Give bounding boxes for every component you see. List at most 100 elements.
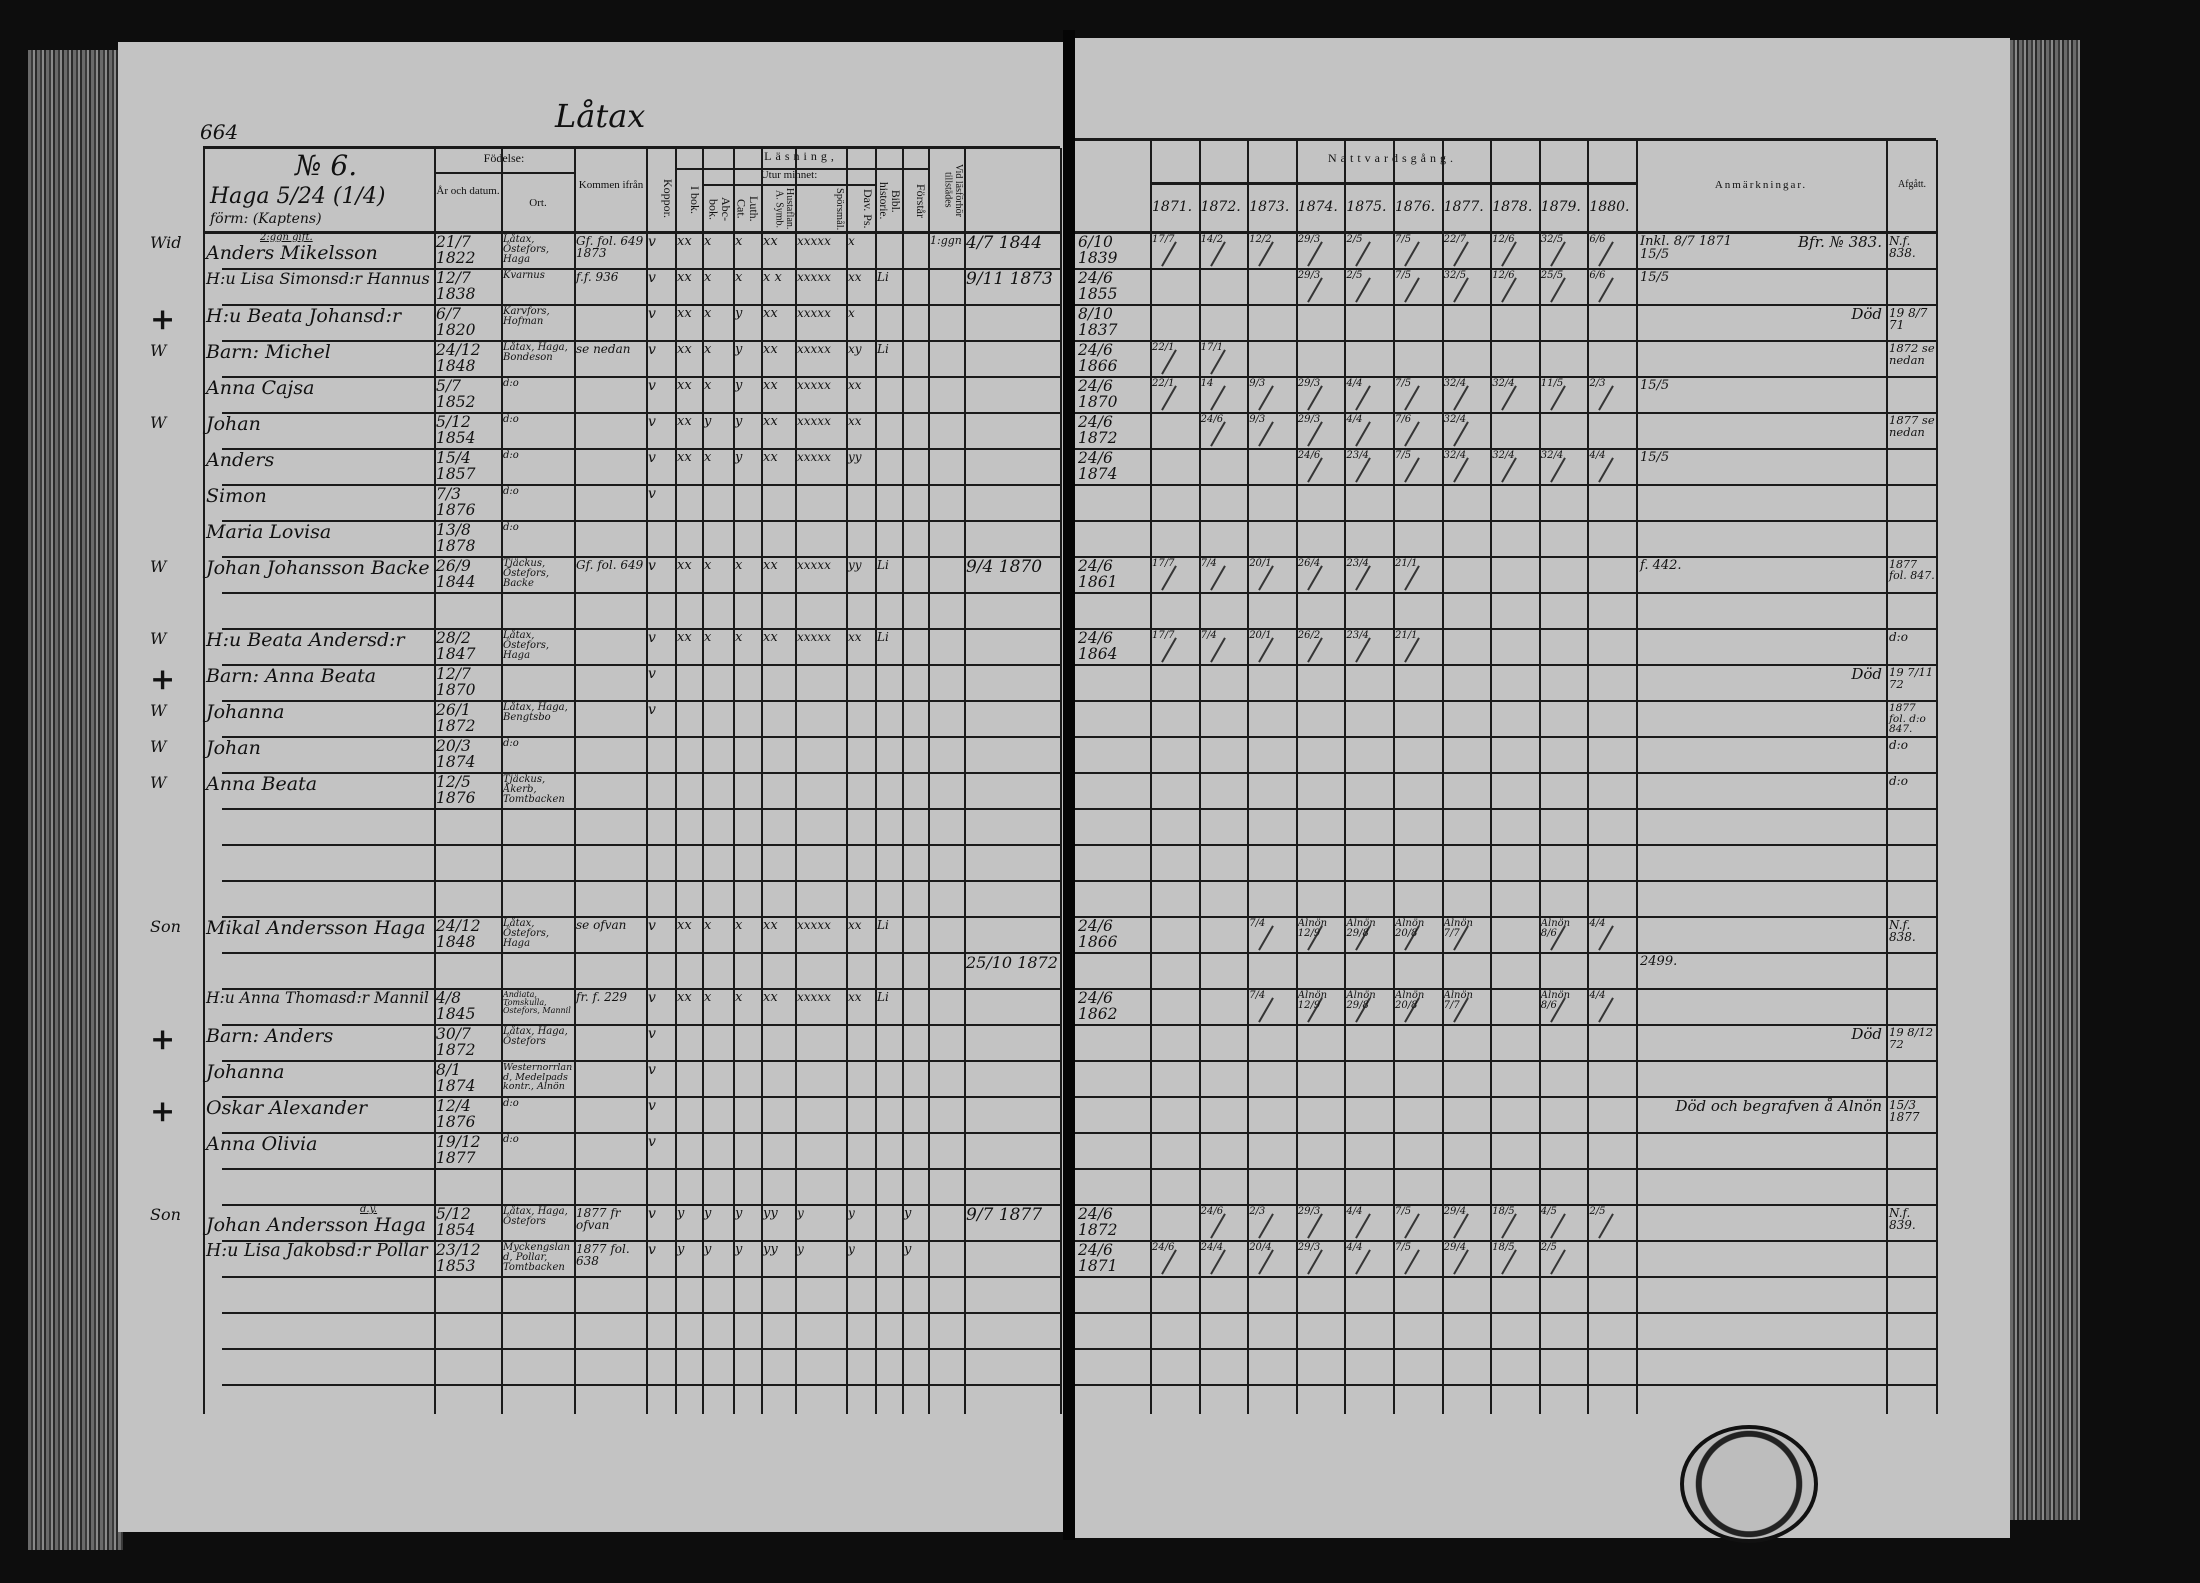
ibok-cell: xx (677, 558, 692, 573)
luth-cell: x (735, 990, 743, 1005)
from-cell: Gf. fol. 649 1873 (576, 234, 644, 260)
remark-right-cell: Död (1851, 305, 1882, 323)
nattvard-cell: 32/5 (1540, 234, 1564, 245)
afgatt-cell: d:o (1889, 738, 1908, 752)
row-line (222, 1024, 1060, 1026)
dav-cell: x (848, 234, 855, 248)
place-cell: Låtax, Östefors, Haga (503, 630, 550, 661)
nattvard-cell: 6/6 (1589, 234, 1606, 245)
row-line (222, 628, 1060, 630)
row-line (222, 340, 1060, 342)
mark-cell: W (150, 737, 167, 756)
remark-cell: 15/5 (1640, 450, 1670, 465)
bibl-cell: Li (877, 342, 889, 356)
afgatt-cell: 1877 se nedan (1889, 413, 1935, 439)
place-cell: d:o (503, 1134, 519, 1145)
place-cell: d:o (503, 738, 519, 749)
birth-cell: 12/7 1870 (436, 665, 476, 699)
mark-cell: W (150, 341, 167, 360)
nattvard-cell: 4/4 (1346, 1242, 1363, 1253)
birth-cell: 12/5 1876 (436, 773, 476, 807)
nattvard-cell: 32/5 (1443, 270, 1467, 281)
birth-cell: 12/7 1838 (436, 269, 476, 303)
column-line (1198, 140, 1201, 1414)
luth-cell: y (735, 342, 743, 357)
row-line (222, 1276, 1060, 1278)
luth-cell: y (735, 378, 743, 393)
nattvard-cell: 2/5 (1346, 270, 1363, 281)
koppor-cell: v (648, 1026, 656, 1042)
table-row: + Barn: Anna Beata 12/7 1870 v 19 7/11 72 Död (0, 664, 2200, 700)
year-header: 1877. (1443, 199, 1484, 215)
place-cell: d:o (503, 414, 519, 425)
koppor-cell: v (648, 1134, 656, 1150)
koppor-cell: v (648, 486, 656, 502)
header-koppor: Koppor. (661, 178, 675, 218)
row-line (1075, 1096, 1936, 1098)
dav-cell: y (848, 1242, 855, 1256)
table-row: Simon 7/3 1876 d:o v (0, 484, 2200, 520)
name-cell: Barn: Michel (206, 341, 331, 363)
name-cell: Barn: Anna Beata (206, 665, 377, 687)
nattvard-cell: 22/1 (1152, 378, 1175, 389)
nattvard-cell: 25/5 (1540, 270, 1564, 281)
nattvard-cell: 26/2 (1297, 630, 1321, 641)
table-row: + Barn: Anders 30/7 1872 Låtax, Haga, Östef… (0, 1024, 2200, 1060)
from-cell: se nedan (576, 342, 631, 356)
luth-cell: y (735, 450, 743, 465)
column-line (1636, 140, 1638, 1414)
place-cell: Andiata, Tomskulla, Östefors, Mannil (503, 990, 571, 1015)
nattvard-cell: 21/1 (1395, 558, 1418, 569)
table-row: H:u Lisa Simonsd:r Hannus 12/7 1838 Kvarnu… (0, 268, 2200, 304)
from-cell: f.f. 936 (576, 270, 619, 284)
name-cell: Johan (206, 413, 261, 435)
dav-cell: yy (848, 558, 862, 572)
birth-cell: 7/3 1876 (436, 485, 476, 519)
place-cell: Tjäckus, Åkerb, Tomtbacken (503, 774, 565, 805)
header-sporsmal: Spörsmål. (834, 188, 845, 231)
extra-cell: 9/11 1873 (966, 269, 1053, 289)
row-line (1075, 988, 1936, 990)
nattvard-cell: 12/6 (1492, 270, 1515, 281)
name-cell: Maria Lovisa (206, 521, 332, 543)
afgatt-cell: N.f. 838. (1889, 918, 1916, 944)
row-line (222, 448, 1060, 450)
header-forstar: Förstår (914, 184, 928, 218)
mark-cell: + (150, 1022, 176, 1057)
dav-cell: xx (848, 630, 862, 644)
first-cell: 24/6 1866 (1078, 341, 1118, 375)
row-line (222, 556, 1060, 558)
koppor-cell: v (648, 630, 656, 646)
abc-cell: x (704, 450, 712, 465)
row-line (1075, 1312, 1936, 1314)
spors-cell: xxxxx (797, 558, 831, 572)
row-line (222, 412, 1060, 414)
row-line (1075, 268, 1936, 270)
nattvard-cell: Alnön 8/6 (1540, 918, 1571, 939)
nattvard-cell: Alnön 29/8 (1346, 990, 1376, 1011)
birth-cell: 5/12 1854 (436, 1205, 476, 1239)
nattvard-cell: 32/4 (1443, 378, 1467, 389)
column-line (964, 148, 966, 1414)
hust-cell: xx (763, 414, 778, 429)
nattvard-cell: 20/1 (1249, 630, 1272, 641)
header-ort: Ort. (529, 197, 547, 209)
row-line (222, 1240, 1060, 1242)
birth-cell: 24/12 1848 (436, 917, 481, 951)
mark-cell: W (150, 773, 167, 792)
row-line (222, 1312, 1060, 1314)
mark-cell: + (150, 662, 176, 697)
header-utur-minnet: Utur minnet: (760, 169, 818, 181)
hust-cell: xx (763, 306, 778, 321)
nattvard-cell: 24/6 (1200, 1206, 1224, 1217)
nattvard-cell: 14/2 (1200, 234, 1224, 245)
nattvard-cell: 4/4 (1346, 414, 1363, 425)
koppor-cell: v (648, 378, 656, 394)
household-number: № 6. (295, 149, 358, 182)
nattvard-cell: 7/5 (1395, 378, 1412, 389)
spors-cell: xxxxx (797, 990, 831, 1004)
nattvard-cell: 29/3 (1297, 414, 1321, 425)
header-abc: Abc-bok. (706, 197, 733, 221)
row-line (1075, 664, 1936, 666)
abc-cell: y (704, 414, 712, 429)
